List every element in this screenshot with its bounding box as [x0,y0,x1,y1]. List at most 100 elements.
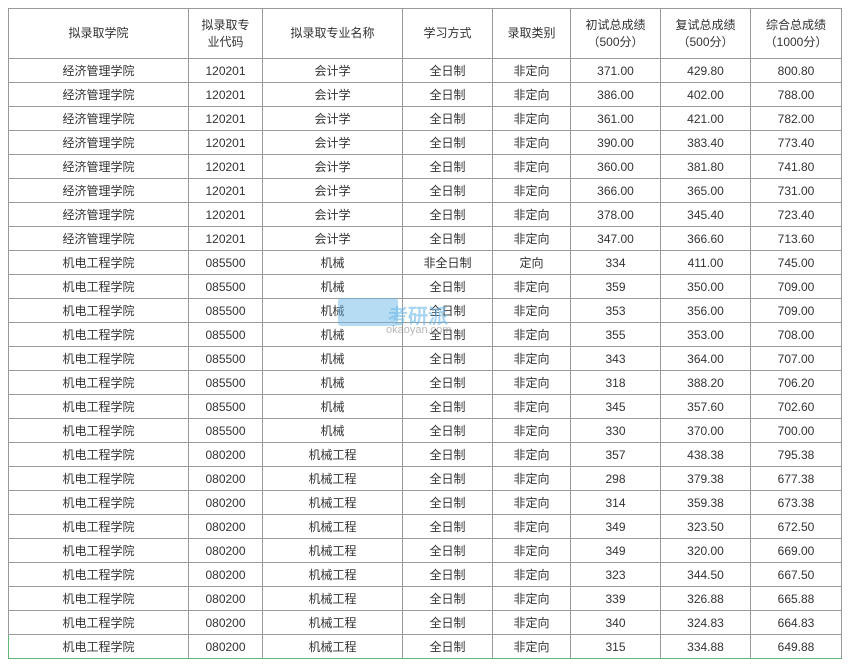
table-cell: 会计学 [263,179,403,203]
table-cell: 全日制 [403,395,493,419]
table-cell: 非定向 [493,515,571,539]
table-cell: 349 [571,515,661,539]
table-cell: 323.50 [661,515,751,539]
table-row: 机电工程学院080200机械工程全日制非定向298379.38677.38 [9,467,842,491]
table-cell: 非定向 [493,131,571,155]
table-cell: 机电工程学院 [9,299,189,323]
table-cell: 非定向 [493,323,571,347]
table-cell: 非定向 [493,179,571,203]
table-cell: 非定向 [493,563,571,587]
col-header-major-code-l1: 拟录取专 [201,18,249,32]
table-cell: 经济管理学院 [9,83,189,107]
table-row: 经济管理学院120201会计学全日制非定向361.00421.00782.00 [9,107,842,131]
table-row: 机电工程学院080200机械工程全日制非定向340324.83664.83 [9,611,842,635]
table-cell: 非定向 [493,203,571,227]
table-cell: 机电工程学院 [9,467,189,491]
table-cell: 788.00 [751,83,842,107]
table-cell: 机电工程学院 [9,563,189,587]
table-cell: 357 [571,443,661,467]
table-cell: 会计学 [263,203,403,227]
table-cell: 120201 [189,227,263,251]
table-cell: 经济管理学院 [9,227,189,251]
table-cell: 全日制 [403,563,493,587]
table-cell: 349 [571,539,661,563]
table-cell: 731.00 [751,179,842,203]
table-cell: 机电工程学院 [9,395,189,419]
table-cell: 085500 [189,419,263,443]
table-cell: 356.00 [661,299,751,323]
table-cell: 会计学 [263,107,403,131]
table-cell: 全日制 [403,59,493,83]
table-cell: 085500 [189,323,263,347]
table-cell: 会计学 [263,59,403,83]
table-cell: 全日制 [403,323,493,347]
table-cell: 315 [571,635,661,659]
table-cell: 非定向 [493,347,571,371]
table-cell: 366.60 [661,227,751,251]
table-cell: 机电工程学院 [9,323,189,347]
table-cell: 330 [571,419,661,443]
table-cell: 机电工程学院 [9,419,189,443]
col-header-prelim-l1: 初试总成绩 [585,18,645,32]
table-cell: 080200 [189,443,263,467]
table-cell: 机电工程学院 [9,275,189,299]
table-cell: 339 [571,587,661,611]
table-cell: 773.40 [751,131,842,155]
table-row: 经济管理学院120201会计学全日制非定向347.00366.60713.60 [9,227,842,251]
table-cell: 机械工程 [263,539,403,563]
table-row: 机电工程学院080200机械工程全日制非定向349320.00669.00 [9,539,842,563]
table-cell: 085500 [189,251,263,275]
table-cell: 全日制 [403,371,493,395]
table-cell: 366.00 [571,179,661,203]
table-cell: 非全日制 [403,251,493,275]
table-cell: 全日制 [403,491,493,515]
col-header-college: 拟录取学院 [9,9,189,59]
table-row: 经济管理学院120201会计学全日制非定向378.00345.40723.40 [9,203,842,227]
table-cell: 非定向 [493,371,571,395]
table-row: 机电工程学院080200机械工程全日制非定向315334.88649.88 [9,635,842,659]
table-cell: 429.80 [661,59,751,83]
table-cell: 314 [571,491,661,515]
table-cell: 677.38 [751,467,842,491]
admission-table: 拟录取学院 拟录取专业代码 拟录取专业名称 学习方式 录取类别 初试总成绩（50… [8,8,842,659]
table-cell: 非定向 [493,419,571,443]
table-row: 机电工程学院085500机械全日制非定向330370.00700.00 [9,419,842,443]
col-header-retest-score: 复试总成绩（500分） [661,9,751,59]
table-cell: 全日制 [403,443,493,467]
table-cell: 745.00 [751,251,842,275]
table-cell: 机械工程 [263,515,403,539]
table-cell: 非定向 [493,635,571,659]
table-cell: 机电工程学院 [9,611,189,635]
col-header-prelim-score: 初试总成绩（500分） [571,9,661,59]
table-cell: 经济管理学院 [9,179,189,203]
table-row: 机电工程学院080200机械工程全日制非定向349323.50672.50 [9,515,842,539]
table-cell: 364.00 [661,347,751,371]
table-cell: 085500 [189,299,263,323]
table-cell: 机械 [263,323,403,347]
table-cell: 120201 [189,179,263,203]
table-cell: 非定向 [493,227,571,251]
table-cell: 全日制 [403,635,493,659]
table-cell: 080200 [189,587,263,611]
table-cell: 120201 [189,83,263,107]
table-cell: 355 [571,323,661,347]
col-header-total-score: 综合总成绩（1000分） [751,9,842,59]
col-header-total-l1: 综合总成绩 [766,18,826,32]
table-cell: 334.88 [661,635,751,659]
table-cell: 361.00 [571,107,661,131]
col-header-major-name: 拟录取专业名称 [263,9,403,59]
table-row: 经济管理学院120201会计学全日制非定向371.00429.80800.80 [9,59,842,83]
table-cell: 353.00 [661,323,751,347]
table-cell: 120201 [189,203,263,227]
table-cell: 非定向 [493,155,571,179]
table-cell: 080200 [189,539,263,563]
table-cell: 机电工程学院 [9,635,189,659]
table-row: 机电工程学院085500机械全日制非定向353356.00709.00 [9,299,842,323]
table-cell: 经济管理学院 [9,59,189,83]
table-cell: 非定向 [493,59,571,83]
table-cell: 359.38 [661,491,751,515]
table-cell: 经济管理学院 [9,107,189,131]
table-cell: 359 [571,275,661,299]
table-row: 机电工程学院085500机械全日制非定向318388.20706.20 [9,371,842,395]
table-cell: 345.40 [661,203,751,227]
